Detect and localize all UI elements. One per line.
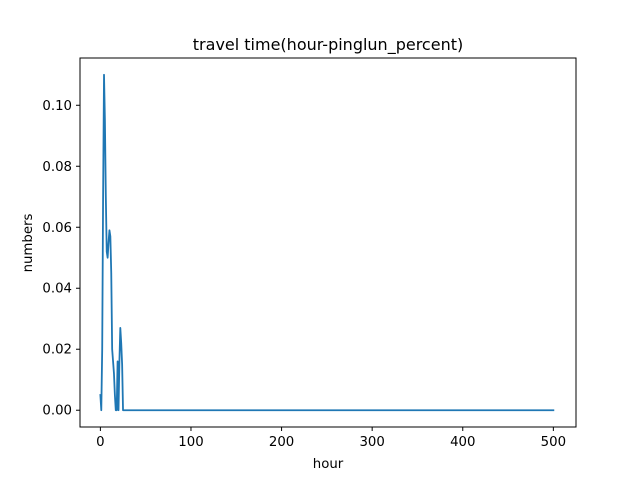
axes-frame <box>79 57 577 428</box>
chart-title: travel time(hour-pinglun_percent) <box>193 35 463 55</box>
x-tick-label: 200 <box>269 435 294 450</box>
x-axis-label: hour <box>313 457 344 472</box>
y-tick-label: 0.00 <box>42 404 72 419</box>
x-tick-label: 500 <box>541 435 566 450</box>
x-tick-label: 400 <box>450 435 475 450</box>
y-axis-ticks: 0.00 0.02 0.04 0.06 0.08 0.10 <box>42 99 80 419</box>
series-line-0 <box>99 73 555 412</box>
x-tick-label: 300 <box>359 435 384 450</box>
y-axis-label: numbers <box>21 214 36 273</box>
y-tick-label: 0.08 <box>42 160 72 175</box>
x-tick-label: 100 <box>178 435 203 450</box>
y-tick-label: 0.04 <box>42 282 72 297</box>
series-layer <box>99 73 555 412</box>
x-axis-ticks: 0 100 200 300 400 500 <box>96 427 566 450</box>
x-tick-label: 0 <box>96 435 104 450</box>
y-tick-label: 0.10 <box>42 99 72 114</box>
y-tick-label: 0.06 <box>42 221 72 236</box>
y-tick-label: 0.02 <box>42 343 72 358</box>
plot-area <box>79 57 577 428</box>
